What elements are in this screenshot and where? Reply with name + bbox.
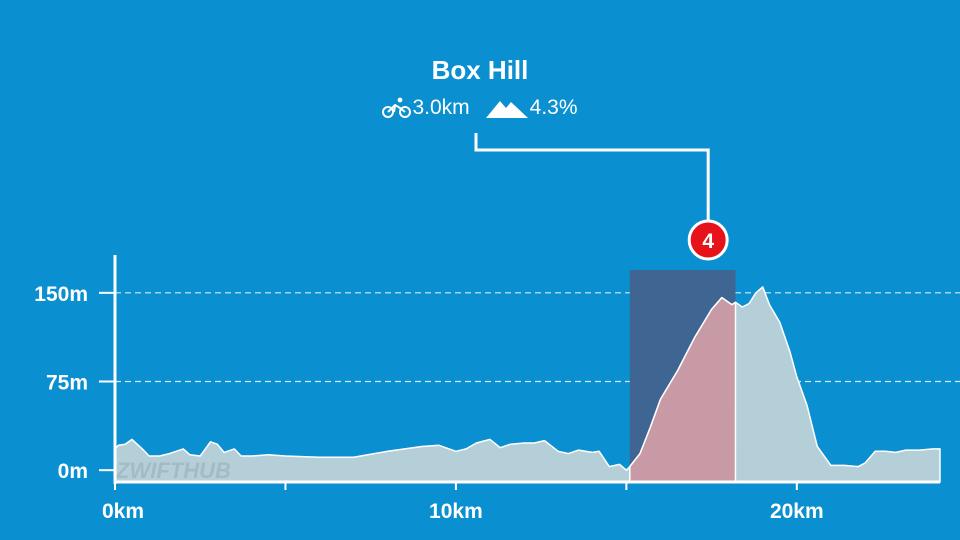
cyclist-icon: [382, 97, 412, 118]
segment-connector-line: [474, 133, 710, 222]
segment-title: Box Hill: [431, 55, 529, 85]
distance-value: 3.0km: [412, 96, 470, 119]
gradient-stat: 4.3%: [484, 96, 578, 120]
segment-marker[interactable]: 4: [687, 219, 729, 261]
y-tick-label: 150m: [34, 283, 88, 306]
x-tick-label: 10km: [429, 500, 483, 523]
segment-elevation-area: [629, 296, 737, 483]
watermark: ZWIFTHUB: [115, 458, 231, 483]
segment-stats: 3.0km 4.3%: [0, 96, 960, 120]
gradient-value: 4.3%: [529, 96, 578, 119]
distance-stat: 3.0km: [382, 96, 470, 120]
x-tick-label: 20km: [770, 500, 824, 523]
elevation-profile-area: [114, 286, 941, 483]
x-tick-label: 0km: [102, 500, 144, 523]
y-tick-label: 75m: [46, 372, 88, 395]
y-tick-label: 0m: [58, 460, 88, 483]
mountain-icon: [485, 101, 528, 118]
segment-marker-number: 4: [702, 230, 714, 253]
